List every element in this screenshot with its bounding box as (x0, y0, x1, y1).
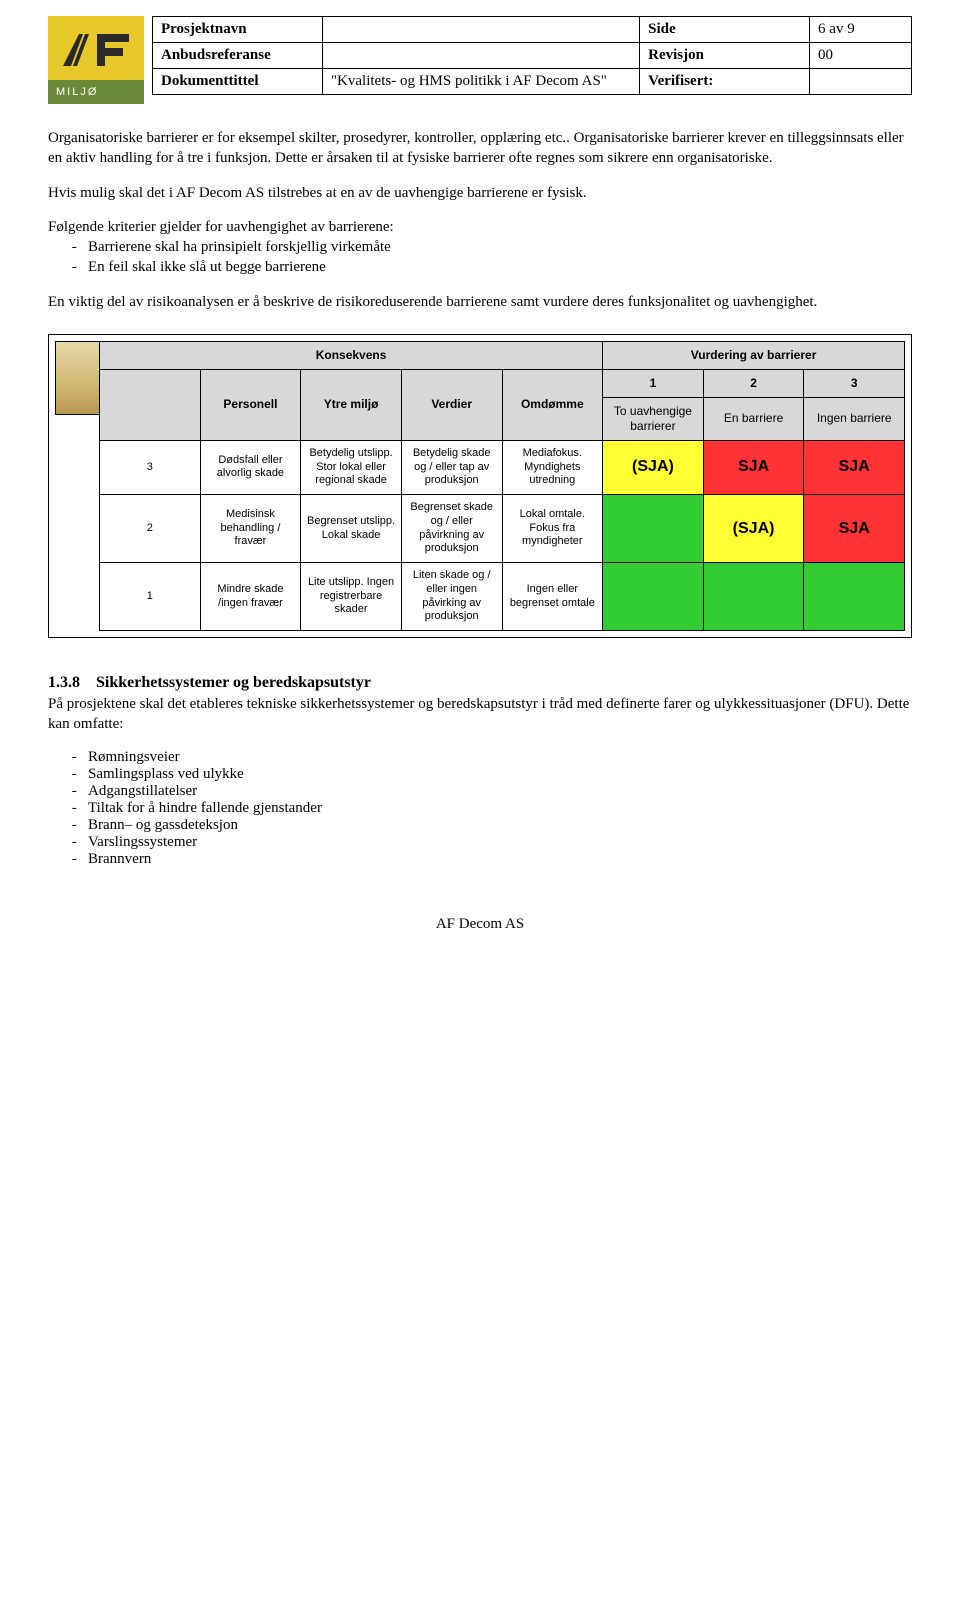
barrier-number: 2 (703, 369, 804, 397)
paragraph: Følgende kriterier gjelder for uavhengig… (48, 217, 912, 237)
risk-cell: Medisinsk behandling / fravær (200, 495, 301, 563)
header-value (322, 17, 639, 43)
risk-matrix-table: KonsekvensVurdering av barrierer Personel… (99, 341, 905, 631)
konsekvens-header: Konsekvens (100, 341, 603, 369)
company-logo: MILJØ (48, 16, 144, 104)
logo-subtext: MILJØ (48, 80, 144, 104)
barrier-cell: SJA (804, 495, 905, 563)
barrier-cell (804, 563, 905, 631)
barrier-cell (603, 563, 704, 631)
barrier-label: En barriere (703, 397, 804, 440)
list-item: Samlingsplass ved ulykke (88, 766, 912, 783)
criteria-list: Barrierene skal ha prinsipielt forskjell… (48, 237, 912, 278)
section-title: Sikkerhetssystemer og beredskapsutstyr (96, 674, 371, 691)
barrier-cell (603, 495, 704, 563)
header-meta-value: 6 av 9 (810, 17, 912, 43)
list-item: Adgangstillatelser (88, 783, 912, 800)
barrier-label: To uavhengige barrierer (603, 397, 704, 440)
barrier-cell: SJA (804, 440, 905, 494)
paragraph: En viktig del av risikoanalysen er å bes… (48, 292, 912, 312)
column-header: Omdømme (502, 369, 603, 440)
section-number: 1.3.8 (48, 674, 80, 691)
barrier-number: 3 (804, 369, 905, 397)
page-footer: AF Decom AS (48, 916, 912, 933)
body-text: Organisatoriske barrierer er for eksempe… (48, 128, 912, 312)
risk-cell: Mindre skade /ingen fravær (200, 563, 301, 631)
risk-cell: Lokal omtale. Fokus fra myndigheter (502, 495, 603, 563)
risk-level: 3 (100, 440, 201, 494)
header-meta-table: Prosjektnavn Side 6 av 9 Anbudsreferanse… (152, 16, 912, 95)
barrier-cell (703, 563, 804, 631)
blank-header (100, 369, 201, 440)
list-item: Varslingssystemer (88, 834, 912, 851)
header-label: Prosjektnavn (153, 17, 323, 43)
header-meta-value (810, 69, 912, 95)
barrier-number: 1 (603, 369, 704, 397)
header-meta-label: Side (640, 17, 810, 43)
list-item: Tiltak for å hindre fallende gjenstander (88, 800, 912, 817)
risk-cell: Mediafokus. Myndighets utredning (502, 440, 603, 494)
risk-cell: Betydelig utslipp. Stor lokal eller regi… (301, 440, 402, 494)
risk-level: 2 (100, 495, 201, 563)
risk-cell: Begrenset skade og / eller påvirkning av… (401, 495, 502, 563)
risk-cell: Ingen eller begrenset omtale (502, 563, 603, 631)
risk-cell: Dødsfall eller alvorlig skade (200, 440, 301, 494)
list-item: Brann– og gassdeteksjon (88, 817, 912, 834)
paragraph: Organisatoriske barrierer er for eksempe… (48, 128, 912, 169)
header-label: Dokumenttittel (153, 69, 323, 95)
barrier-cell: (SJA) (603, 440, 704, 494)
document-header: MILJØ Prosjektnavn Side 6 av 9 Anbudsref… (48, 16, 912, 104)
risk-cell: Betydelig skade og / eller tap av produk… (401, 440, 502, 494)
logo-mark (48, 16, 144, 80)
section: 1.3.8 Sikkerhetssystemer og beredskapsut… (48, 674, 912, 868)
header-value: "Kvalitets- og HMS politikk i AF Decom A… (322, 69, 639, 95)
list-item: Brannvern (88, 851, 912, 868)
column-header: Ytre miljø (301, 369, 402, 440)
list-item: Rømningsveier (88, 749, 912, 766)
risk-level: 1 (100, 563, 201, 631)
header-meta-label: Verifisert: (640, 69, 810, 95)
column-header: Personell (200, 369, 301, 440)
risk-side-image (55, 341, 99, 631)
barrier-label: Ingen barriere (804, 397, 905, 440)
header-meta-value: 00 (810, 43, 912, 69)
section-intro: På prosjektene skal det etableres teknis… (48, 694, 912, 735)
header-label: Anbudsreferanse (153, 43, 323, 69)
risk-cell: Lite utslipp. Ingen registrerbare skader (301, 563, 402, 631)
barrier-cell: SJA (703, 440, 804, 494)
column-header: Verdier (401, 369, 502, 440)
header-meta-label: Revisjon (640, 43, 810, 69)
section-list: RømningsveierSamlingsplass ved ulykkeAdg… (48, 749, 912, 868)
barrier-cell: (SJA) (703, 495, 804, 563)
vurdering-header: Vurdering av barrierer (603, 341, 905, 369)
header-value (322, 43, 639, 69)
paragraph: Hvis mulig skal det i AF Decom AS tilstr… (48, 183, 912, 203)
risk-cell: Begrenset utslipp. Lokal skade (301, 495, 402, 563)
list-item: En feil skal ikke slå ut begge barrieren… (88, 257, 912, 277)
list-item: Barrierene skal ha prinsipielt forskjell… (88, 237, 912, 257)
risk-cell: Liten skade og / eller ingen påvirking a… (401, 563, 502, 631)
risk-matrix-container: KonsekvensVurdering av barrierer Personel… (48, 334, 912, 638)
